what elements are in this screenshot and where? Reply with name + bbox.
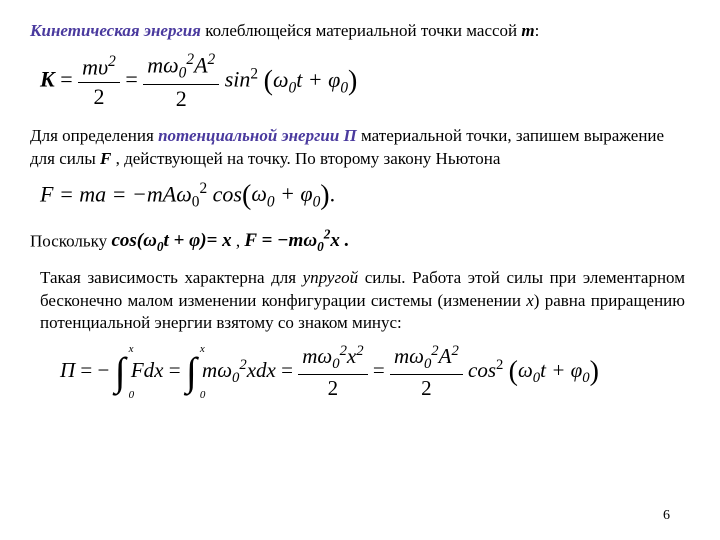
f3-u2: x bbox=[200, 342, 205, 356]
f1-as2: 0 bbox=[340, 79, 348, 96]
f1-eq2: = bbox=[125, 67, 143, 92]
p2-F: F bbox=[100, 149, 111, 168]
p3-mid: t + φ bbox=[164, 230, 201, 251]
p3-cos: cos(ω bbox=[111, 230, 156, 251]
f2-at: + φ bbox=[275, 181, 313, 206]
formula-force: F = ma = −mAω02 cos(ω0 + φ0). bbox=[40, 178, 690, 214]
f3-i2p: 2 bbox=[239, 357, 246, 373]
f2-F: F = ma = −mA bbox=[40, 181, 176, 206]
f3-n4p: 2 bbox=[431, 343, 438, 359]
f3-i2b: xdx bbox=[247, 358, 276, 382]
f1-aw: ω bbox=[273, 67, 289, 92]
f3-eq2: = bbox=[281, 358, 298, 382]
p2-hl2: П bbox=[339, 126, 356, 145]
f3-l1: 0 bbox=[129, 388, 135, 402]
p3-F: F = −mω bbox=[244, 230, 317, 251]
p3-x: x . bbox=[330, 230, 349, 251]
f1-n2a: mω bbox=[147, 52, 178, 77]
f1-frac2: mω02A2 2 bbox=[143, 50, 219, 113]
f3-n4a: mω bbox=[394, 344, 424, 368]
f3-aw: ω bbox=[518, 358, 533, 382]
f2-p2: 2 bbox=[199, 180, 207, 197]
p3-s0b: 0 bbox=[317, 239, 324, 254]
p4-a: Такая зависимость характерна для bbox=[40, 268, 303, 287]
formula-potential: П = − x ∫ 0 Fdx = x ∫ 0 mω02xdx = mω02x2… bbox=[60, 342, 690, 403]
f3-n4A: A bbox=[439, 344, 452, 368]
f1-frac1: mυ2 2 bbox=[78, 52, 120, 112]
title-line: Кинетическая энергия колеблющейся матери… bbox=[30, 20, 690, 42]
p3-close: )= x bbox=[200, 230, 231, 251]
title-highlight: Кинетическая энергия bbox=[30, 21, 201, 40]
f3-int1: x ∫ 0 bbox=[115, 346, 126, 398]
f3-frac3: mω02x2 2 bbox=[298, 342, 367, 403]
title-rest: колеблющейся материальной точки массой bbox=[201, 21, 521, 40]
p2-c: , действующей на точку. По второму закон… bbox=[111, 149, 500, 168]
f3-n3p: 2 bbox=[340, 343, 347, 359]
f2-aw: ω bbox=[251, 181, 267, 206]
f3-n3p2: 2 bbox=[356, 343, 363, 359]
f1-den2: 2 bbox=[143, 85, 219, 114]
f3-minus: = − bbox=[80, 358, 109, 382]
f3-n3a: mω bbox=[302, 344, 332, 368]
f3-i2a: mω bbox=[202, 358, 232, 382]
page-number: 6 bbox=[663, 507, 670, 525]
f1-den1: 2 bbox=[78, 83, 120, 112]
para-potential-intro: Для определения потенциальной энергии П … bbox=[30, 125, 690, 169]
f3-u1: x bbox=[129, 342, 134, 356]
para-since: Поскольку cos(ω0t + φ)= x , F = −mω02x . bbox=[30, 226, 690, 255]
f1-n2p: 2 bbox=[186, 51, 194, 68]
f2-dot: . bbox=[330, 181, 336, 206]
p3-a: Поскольку bbox=[30, 231, 111, 250]
f3-int2: x ∫ 0 bbox=[186, 346, 197, 398]
f1-n2b: A bbox=[194, 52, 207, 77]
f3-d3: 2 bbox=[298, 375, 367, 402]
f3-l2: 0 bbox=[200, 388, 206, 402]
p2-a: Для определения bbox=[30, 126, 158, 145]
f2-w: ω bbox=[176, 181, 192, 206]
p4-x: x bbox=[526, 291, 534, 310]
f1-ab: t + φ bbox=[296, 67, 340, 92]
f1-sin: sin bbox=[225, 67, 251, 92]
f3-i1: Fdx bbox=[131, 358, 164, 382]
f2-cos: cos bbox=[207, 181, 242, 206]
title-colon: : bbox=[535, 21, 540, 40]
f1-n2p2: 2 bbox=[208, 51, 216, 68]
para-elastic: Такая зависимость характерна для упругой… bbox=[40, 267, 685, 333]
p2-hl1: потенциальной энергии bbox=[158, 126, 339, 145]
f2-as0: 0 bbox=[267, 193, 275, 210]
f3-at: t + φ bbox=[540, 358, 582, 382]
f3-cos: cos bbox=[468, 358, 496, 382]
formula-kinetic: K = mυ2 2 = mω02A2 2 sin2 (ω0t + φ0) bbox=[40, 50, 690, 113]
f3-frac4: mω02A2 2 bbox=[390, 342, 463, 403]
p4-it: упругой bbox=[303, 268, 359, 287]
f3-as1: 0 bbox=[582, 370, 589, 386]
f3-P: П bbox=[60, 358, 75, 382]
f3-d4: 2 bbox=[390, 375, 463, 402]
p3-s0: 0 bbox=[157, 239, 164, 254]
f1-sup1: 2 bbox=[108, 53, 116, 70]
f1-eq1: = bbox=[60, 67, 78, 92]
f3-n3s: 0 bbox=[332, 356, 339, 372]
f3-eq1: = bbox=[169, 358, 186, 382]
f1-K: K bbox=[40, 67, 55, 92]
f1-num1: mυ bbox=[82, 54, 108, 79]
f3-eq3: = bbox=[373, 358, 390, 382]
f3-n4p2: 2 bbox=[451, 343, 458, 359]
title-var: m bbox=[521, 21, 534, 40]
p3-comma: , bbox=[232, 231, 245, 250]
f3-n3x: x bbox=[347, 344, 356, 368]
